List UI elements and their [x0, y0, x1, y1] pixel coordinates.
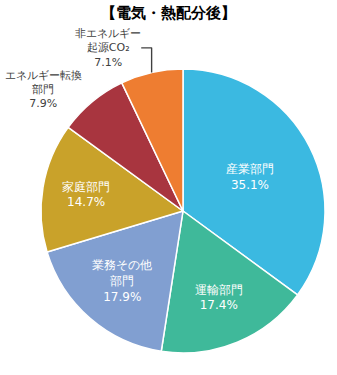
svg-text:産業部門35.1%: 産業部門35.1%	[226, 162, 274, 192]
svg-text:家庭部門14.7%: 家庭部門14.7%	[62, 180, 110, 210]
svg-text:運輸部門17.4%: 運輸部門17.4%	[195, 283, 243, 313]
svg-text:【電気・熱配分後】: 【電気・熱配分後】	[101, 4, 236, 22]
svg-text:非エネルギー起源CO₂7.1%: 非エネルギー起源CO₂7.1%	[75, 27, 141, 69]
svg-text:業務その他部門17.9%: 業務その他部門17.9%	[92, 258, 152, 303]
svg-text:エネルギー転換部門7.9%: エネルギー転換部門7.9%	[5, 69, 82, 111]
